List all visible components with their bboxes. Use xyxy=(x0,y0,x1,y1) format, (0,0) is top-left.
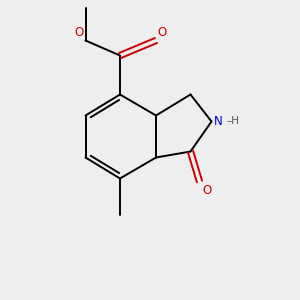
Text: –H: –H xyxy=(226,116,239,127)
Text: O: O xyxy=(158,26,167,39)
Text: O: O xyxy=(75,26,84,39)
Text: N: N xyxy=(214,115,223,128)
Text: O: O xyxy=(202,184,211,197)
